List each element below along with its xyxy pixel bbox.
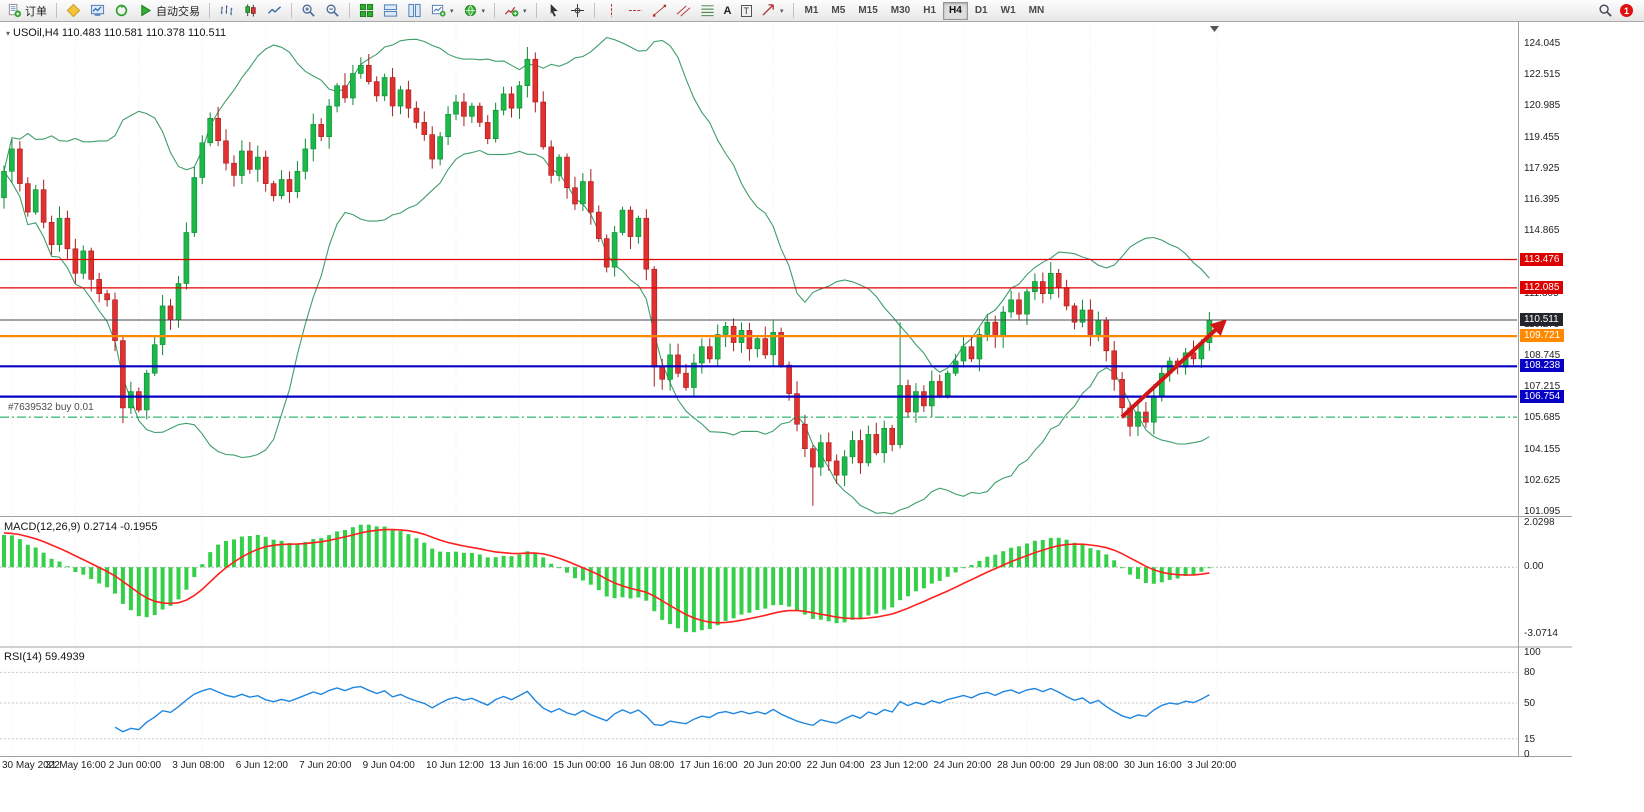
trendline-tool-button[interactable] bbox=[648, 2, 671, 20]
trendline-icon bbox=[652, 4, 666, 17]
chevron-down-icon: ▾ bbox=[481, 7, 486, 15]
price-panel[interactable] bbox=[0, 36, 1517, 515]
indicators-button[interactable]: ▾ bbox=[500, 2, 531, 20]
timeframe-d1[interactable]: D1 bbox=[969, 2, 994, 20]
separator bbox=[209, 3, 210, 18]
autotrading-play-icon bbox=[141, 4, 152, 17]
label-tool-label: T bbox=[740, 4, 752, 17]
timeframe-m5[interactable]: M5 bbox=[825, 2, 851, 20]
search-icon bbox=[1599, 4, 1612, 17]
trend-arrow[interactable] bbox=[1120, 319, 1227, 419]
chevron-down-icon: ▾ bbox=[780, 7, 784, 15]
separator bbox=[349, 3, 350, 18]
cursor-icon bbox=[550, 3, 558, 17]
new-order-icon bbox=[8, 3, 22, 18]
profiles-button[interactable]: ▾ bbox=[459, 2, 490, 20]
market-watch-icon bbox=[90, 4, 105, 16]
timeframe-h1[interactable]: H1 bbox=[917, 2, 942, 20]
rsi-line bbox=[114, 685, 1210, 733]
market-watch-button[interactable] bbox=[86, 2, 109, 20]
new-order-label: 订单 bbox=[25, 5, 47, 18]
arrange-horizontal-button[interactable] bbox=[379, 2, 402, 20]
arrange-vertical-icon bbox=[408, 3, 421, 18]
fibonacci-tool-button[interactable] bbox=[696, 2, 719, 20]
cursor-tool-button[interactable] bbox=[542, 2, 565, 20]
tile-windows-button[interactable] bbox=[355, 2, 378, 20]
horizontal-line-tool-button[interactable] bbox=[624, 2, 647, 20]
bollinger-upper-band bbox=[3, 36, 1210, 373]
line-chart-icon bbox=[267, 6, 282, 14]
channel-icon bbox=[676, 5, 690, 17]
timeframe-m15[interactable]: M15 bbox=[852, 2, 883, 20]
crosshair-icon bbox=[570, 3, 584, 18]
crosshair-tool-button[interactable] bbox=[566, 2, 589, 20]
label-tool-button[interactable]: T bbox=[737, 2, 757, 20]
grid-lines bbox=[11, 24, 1218, 756]
indicators-icon bbox=[504, 6, 519, 17]
text-tool-button[interactable]: A bbox=[720, 2, 736, 20]
zoom-in-button[interactable] bbox=[297, 2, 320, 20]
macd-panel[interactable] bbox=[0, 524, 1517, 633]
new-chart-button[interactable]: ▾ bbox=[427, 2, 458, 20]
timeframe-mn[interactable]: MN bbox=[1023, 2, 1051, 20]
horizontal-line-icon bbox=[628, 10, 642, 11]
notification-badge[interactable]: 1 bbox=[1620, 4, 1633, 17]
separator bbox=[291, 3, 292, 18]
text-tool-label: A bbox=[723, 4, 732, 17]
metaeditor-icon bbox=[66, 3, 81, 18]
chevron-down-icon: ▾ bbox=[450, 7, 454, 15]
separator bbox=[535, 3, 537, 18]
zoom-out-icon bbox=[326, 4, 339, 17]
bar-chart-type-button[interactable] bbox=[215, 2, 238, 20]
candlestick-chart-type-button[interactable] bbox=[239, 2, 262, 20]
panel-chrome bbox=[0, 22, 1572, 757]
zoom-in-icon bbox=[302, 4, 315, 17]
arrow-tool-icon bbox=[762, 4, 774, 16]
arrange-horizontal-icon bbox=[383, 4, 398, 17]
vertical-line-icon bbox=[610, 3, 612, 18]
toolbar: 订单 自动交易 ▾ ▾ bbox=[0, 0, 1644, 22]
bar-chart-icon bbox=[220, 5, 233, 16]
separator bbox=[593, 3, 595, 18]
timeframe-h4[interactable]: H4 bbox=[943, 1, 968, 20]
metaeditor-button[interactable] bbox=[62, 2, 85, 20]
candles bbox=[1, 47, 1213, 506]
profiles-globe-icon bbox=[464, 4, 476, 17]
zoom-out-button[interactable] bbox=[321, 2, 344, 20]
timeframe-m1[interactable]: M1 bbox=[799, 2, 825, 20]
arrows-tool-button[interactable]: ▾ bbox=[757, 2, 788, 20]
bollinger-lower-band bbox=[3, 149, 1210, 515]
refresh-icon bbox=[115, 4, 128, 17]
vertical-line-tool-button[interactable] bbox=[600, 2, 623, 20]
refresh-button[interactable] bbox=[110, 2, 133, 20]
separator bbox=[56, 3, 57, 18]
macd-signal-line bbox=[3, 528, 1210, 624]
arrange-vertical-button[interactable] bbox=[403, 2, 426, 20]
rsi-panel[interactable] bbox=[0, 671, 1517, 740]
autotrading-button[interactable]: 自动交易 bbox=[134, 2, 204, 20]
autotrading-label: 自动交易 bbox=[156, 5, 200, 18]
timeframe-m30[interactable]: M30 bbox=[885, 2, 916, 20]
channel-tool-button[interactable] bbox=[672, 2, 695, 20]
candlestick-chart-icon bbox=[245, 4, 256, 17]
line-chart-type-button[interactable] bbox=[263, 2, 286, 20]
new-chart-icon bbox=[431, 4, 446, 17]
separator bbox=[494, 3, 496, 18]
new-order-button[interactable]: 订单 bbox=[3, 2, 51, 20]
tile-windows-icon bbox=[359, 3, 374, 18]
separator bbox=[792, 3, 794, 18]
chevron-down-icon: ▾ bbox=[523, 7, 527, 15]
fibonacci-icon bbox=[700, 5, 714, 17]
search-button[interactable] bbox=[1594, 2, 1617, 20]
main-chart-canvas[interactable] bbox=[0, 0, 1572, 812]
price-shift-marker[interactable] bbox=[1210, 26, 1219, 32]
timeframe-w1[interactable]: W1 bbox=[995, 2, 1022, 20]
